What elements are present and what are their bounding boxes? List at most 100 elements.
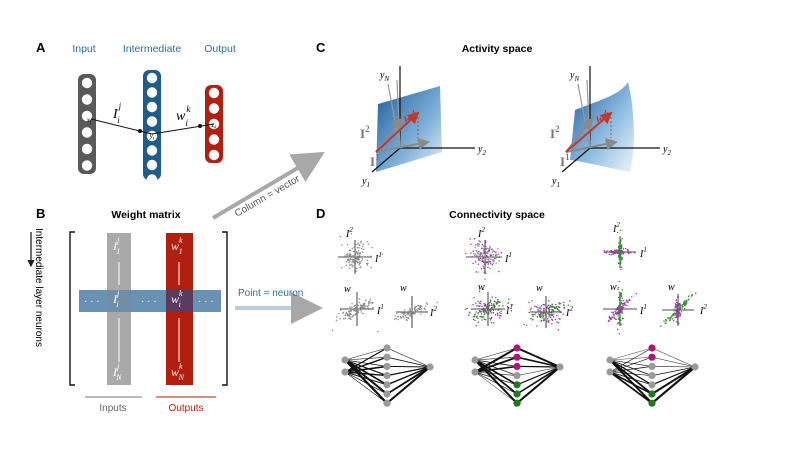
- scatter-point: [617, 256, 620, 258]
- scatter-point: [348, 306, 351, 308]
- network-edge: [516, 356, 561, 368]
- scatter-point: [341, 266, 343, 269]
- scatter-point: [609, 250, 611, 253]
- scatter-point: [535, 311, 537, 314]
- network-edge: [344, 356, 388, 361]
- scatter-point: [404, 309, 406, 311]
- scatter-point: [674, 310, 677, 312]
- scatter-point: [358, 307, 361, 310]
- network-intermediate-node: [648, 362, 656, 370]
- scatter-label-I1: I1: [639, 303, 647, 317]
- scatter-point: [474, 313, 476, 316]
- scatter-point: [475, 254, 478, 257]
- scatter-point: [348, 317, 351, 320]
- scatter-point: [616, 307, 618, 310]
- scatter-point: [475, 324, 478, 327]
- intermediate-node: [146, 87, 158, 98]
- scatter-point: [488, 312, 490, 315]
- scatter-point: [618, 291, 621, 294]
- scatter-point: [498, 260, 500, 262]
- scatter-point: [474, 253, 477, 256]
- scatter-point: [665, 319, 668, 322]
- scatter-point: [621, 244, 623, 246]
- scatter-point: [559, 310, 561, 312]
- network-intermediate-node: [513, 353, 521, 361]
- scatter-point: [381, 253, 383, 256]
- scatter-point: [486, 247, 488, 249]
- input-layer-label: Input: [72, 43, 95, 55]
- scatter-point: [552, 310, 555, 312]
- scatter-point: [676, 320, 678, 323]
- scatter-point: [612, 253, 614, 255]
- axis-y1-right: [561, 147, 591, 173]
- weight-in-label: Ij i: [112, 101, 122, 125]
- network-edge: [474, 359, 518, 404]
- scatter-point: [479, 251, 482, 254]
- network-edge: [609, 371, 653, 376]
- scatter-point: [489, 261, 492, 263]
- scatter-point: [620, 323, 622, 326]
- panel-c-letter: C: [316, 40, 326, 55]
- scatter-point: [368, 302, 370, 305]
- output-col-mid-label: wk i: [171, 289, 183, 309]
- scatter-point: [498, 314, 501, 317]
- scatter-point: [491, 296, 494, 298]
- scatter-point: [487, 263, 489, 266]
- scatter-point: [618, 305, 621, 307]
- scatter-point: [608, 315, 611, 318]
- scatter-point: [357, 261, 359, 264]
- input-node: [81, 143, 93, 155]
- output-node: [208, 87, 220, 99]
- scatter-point: [350, 255, 352, 257]
- scatter-point: [483, 313, 486, 316]
- scatter-point: [352, 265, 354, 267]
- connectivity-space-title: Connectivity space: [449, 209, 545, 221]
- scatter-point: [406, 319, 409, 321]
- scatter-point: [624, 304, 627, 306]
- scatter-point: [483, 307, 485, 309]
- scatter-point: [358, 244, 361, 246]
- scatter-point: [482, 245, 485, 247]
- scatter-point: [479, 305, 481, 308]
- vector-w-label-right: wk: [596, 109, 608, 125]
- scatter-point: [622, 248, 625, 250]
- network-edge: [386, 366, 431, 395]
- network-intermediate-node: [648, 344, 656, 352]
- scatter-point: [672, 313, 675, 315]
- scatter-point: [393, 318, 396, 320]
- network-edge: [516, 347, 561, 368]
- scatter-point: [350, 318, 352, 320]
- scatter-point: [617, 321, 620, 324]
- scatter-point: [531, 300, 533, 302]
- scatter-point: [481, 243, 484, 246]
- scatter-point: [617, 288, 619, 291]
- scatter-point: [677, 322, 679, 324]
- scatter-point: [342, 311, 344, 314]
- scatter-point: [426, 303, 429, 306]
- input-layer-box: [78, 74, 96, 174]
- input-col-mid-label: Ij i: [112, 289, 120, 309]
- panel-b-letter: B: [36, 206, 45, 221]
- scatter-point: [484, 310, 486, 313]
- scatter-point: [362, 312, 364, 315]
- scatter-point: [363, 306, 366, 309]
- scatter-point: [475, 249, 477, 252]
- scatter-point: [354, 253, 357, 255]
- scatter-point: [358, 263, 361, 266]
- scatter-point: [616, 328, 619, 330]
- connectivity-scatter-plots: I2 I1 w I1 w I2 I2 I1 w I1 w I2 I2 I1 w I1 w I2: [331, 221, 707, 335]
- scatter-point: [675, 301, 678, 304]
- scatter-point: [558, 302, 560, 304]
- scatter-point: [558, 303, 560, 305]
- scatter-point: [559, 318, 561, 320]
- scatter-point: [621, 312, 624, 314]
- scatter-point: [361, 306, 363, 309]
- scatter-point: [622, 299, 624, 302]
- scatter-point: [335, 319, 338, 321]
- scatter-point: [488, 311, 490, 313]
- scatter-point: [620, 319, 622, 322]
- scatter-point: [350, 313, 352, 316]
- output-node-label: zk: [211, 121, 218, 131]
- scatter-point: [417, 304, 419, 307]
- scatter-point: [357, 252, 359, 254]
